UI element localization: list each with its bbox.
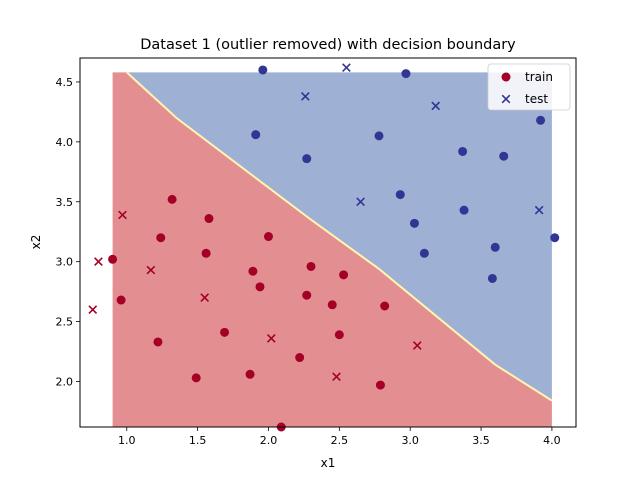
x-tick-label: 2.5 (331, 434, 349, 447)
test-point (146, 265, 156, 275)
train-point (409, 218, 419, 228)
x-tick-label: 3.0 (401, 434, 419, 447)
data-points (88, 63, 560, 432)
y-tick-label: 3.0 (56, 256, 74, 269)
region-class-0 (112, 72, 552, 427)
train-point (255, 282, 265, 292)
train-point (458, 146, 468, 156)
train-point (263, 232, 273, 242)
train-point (167, 194, 177, 204)
train-point (295, 353, 305, 363)
plot-frame (79, 57, 577, 428)
x-tick-label: 4.0 (543, 434, 561, 447)
train-point (536, 115, 546, 125)
train-point (459, 205, 469, 215)
train-point (490, 242, 500, 252)
test-point (342, 63, 351, 72)
chart-title: Dataset 1 (outlier removed) with decisio… (140, 37, 516, 53)
train-point (380, 301, 390, 311)
train-point (487, 273, 497, 283)
train-point (108, 254, 118, 264)
legend-marker-test (501, 94, 511, 104)
train-point (419, 248, 429, 258)
legend-label-test: test (525, 92, 548, 106)
train-point (204, 214, 214, 224)
train-point (302, 290, 312, 300)
train-point (334, 330, 344, 340)
train-point (550, 233, 560, 243)
decision-regions (112, 71, 553, 427)
legend-marker-train (501, 72, 511, 82)
train-point (339, 270, 349, 280)
train-point (395, 190, 405, 200)
y-tick-label: 2.5 (56, 316, 74, 329)
x-axis-ticks: 1.0 1.5 2.0 2.5 3.0 3.5 4.0 (118, 427, 561, 447)
y-axis-ticks: 2.0 2.5 3.0 3.5 4.0 4.5 (56, 76, 80, 388)
train-point (327, 300, 337, 310)
train-point (220, 327, 230, 337)
train-point (375, 380, 385, 390)
train-point (191, 373, 201, 383)
train-point (245, 369, 255, 379)
legend-label-train: train (525, 70, 553, 84)
test-point (200, 293, 210, 302)
test-point (300, 91, 310, 101)
x-tick-label: 2.0 (260, 434, 278, 447)
test-point (118, 210, 127, 220)
y-axis-label: x2 (29, 235, 43, 250)
test-point (431, 101, 441, 111)
train-point (248, 266, 258, 276)
test-point (332, 372, 341, 382)
test-point (534, 205, 544, 215)
region-class-1 (126, 72, 552, 401)
train-point (499, 151, 509, 161)
test-point (412, 341, 422, 350)
y-tick-label: 4.5 (56, 76, 74, 89)
decision-boundary (126, 71, 553, 402)
x-tick-label: 3.5 (472, 434, 490, 447)
x-axis-label: x1 (321, 456, 336, 470)
train-point (374, 131, 384, 141)
train-point (251, 130, 261, 140)
test-point (356, 197, 365, 207)
test-point (94, 257, 103, 267)
train-point (116, 295, 126, 305)
y-tick-label: 3.5 (56, 196, 74, 209)
train-point (258, 65, 268, 75)
x-tick-label: 1.0 (118, 434, 136, 447)
train-point (153, 337, 163, 347)
train-point (401, 69, 411, 79)
train-point (156, 233, 166, 243)
y-tick-label: 4.0 (56, 136, 74, 149)
x-tick-label: 1.5 (189, 434, 207, 447)
train-point (201, 248, 211, 258)
y-tick-label: 2.0 (56, 375, 74, 388)
test-point (88, 305, 98, 314)
legend: train test (487, 63, 571, 111)
train-point (306, 261, 316, 271)
test-point (266, 333, 276, 343)
train-point (302, 154, 312, 164)
